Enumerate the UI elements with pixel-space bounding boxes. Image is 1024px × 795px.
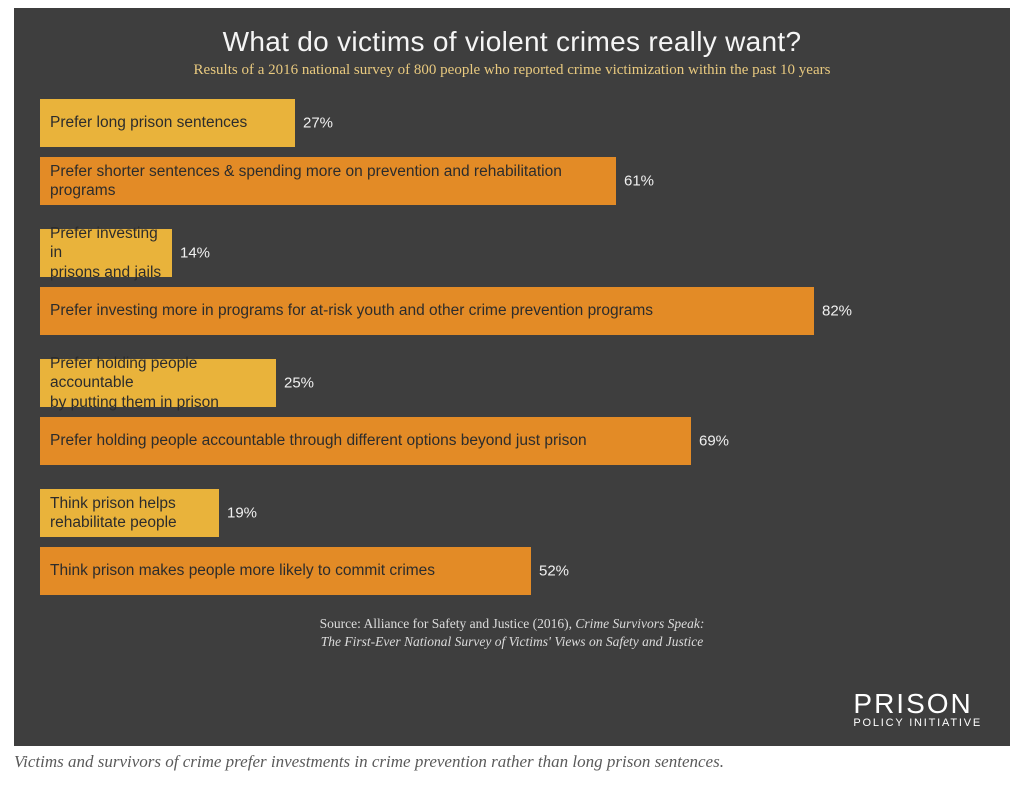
chart-title: What do victims of violent crimes really…: [40, 26, 984, 58]
bar-fill: Prefer holding people accountable throug…: [40, 417, 691, 465]
caption-text: Victims and survivors of crime prefer in…: [14, 752, 1010, 772]
org-logo: PRISON POLICY INITIATIVE: [853, 691, 982, 728]
chart-panel: What do victims of violent crimes really…: [14, 8, 1010, 746]
bar-group: Prefer holding people accountableby putt…: [40, 359, 984, 465]
chart-subtitle: Results of a 2016 national survey of 800…: [40, 62, 984, 79]
bar-label: Think prison makes people more likely to…: [50, 561, 435, 580]
bar-value: 52%: [539, 563, 569, 580]
bar-value: 27%: [303, 115, 333, 132]
source-italic-2: The First-Ever National Survey of Victim…: [321, 634, 704, 649]
bar-value: 69%: [699, 433, 729, 450]
bar-fill: Prefer investing inprisons and jails: [40, 229, 172, 277]
bar-label: Prefer holding people accountable throug…: [50, 431, 587, 450]
bar-label: Prefer investing more in programs for at…: [50, 301, 653, 320]
bar-label: Think prison helpsrehabilitate people: [50, 494, 177, 533]
bar-row: Prefer investing inprisons and jails 14%: [40, 229, 984, 277]
source-italic-1: Crime Survivors Speak:: [575, 616, 704, 631]
bar-value: 14%: [180, 245, 210, 262]
bar-fill: Think prison makes people more likely to…: [40, 547, 531, 595]
logo-small: POLICY INITIATIVE: [853, 718, 982, 728]
source-text: Source: Alliance for Safety and Justice …: [320, 616, 576, 631]
bar-row: Think prison helpsrehabilitate people 19%: [40, 489, 984, 537]
bar-value: 61%: [624, 173, 654, 190]
bar-value: 19%: [227, 505, 257, 522]
bar-value: 82%: [822, 303, 852, 320]
bar-value: 25%: [284, 375, 314, 392]
bar-row: Prefer investing more in programs for at…: [40, 287, 984, 335]
bar-fill: Prefer shorter sentences & spending more…: [40, 157, 616, 205]
bar-row: Prefer holding people accountableby putt…: [40, 359, 984, 407]
bar-label: Prefer holding people accountableby putt…: [50, 354, 266, 412]
bars-area: Prefer long prison sentences 27% Prefer sh…: [40, 99, 984, 595]
bar-row: Prefer long prison sentences 27%: [40, 99, 984, 147]
logo-big: PRISON: [853, 691, 982, 718]
bar-fill: Prefer holding people accountableby putt…: [40, 359, 276, 407]
bar-fill: Prefer long prison sentences: [40, 99, 295, 147]
bar-row: Think prison makes people more likely to…: [40, 547, 984, 595]
source-citation: Source: Alliance for Safety and Justice …: [40, 615, 984, 651]
bar-group: Think prison helpsrehabilitate people 19%…: [40, 489, 984, 595]
bar-fill: Prefer investing more in programs for at…: [40, 287, 814, 335]
bar-row: Prefer holding people accountable throug…: [40, 417, 984, 465]
bar-label: Prefer investing inprisons and jails: [50, 224, 162, 282]
bar-label: Prefer shorter sentences & spending more…: [50, 162, 606, 201]
bar-row: Prefer shorter sentences & spending more…: [40, 157, 984, 205]
bar-group: Prefer investing inprisons and jails14%P…: [40, 229, 984, 335]
bar-group: Prefer long prison sentences 27% Prefer sh…: [40, 99, 984, 205]
bar-fill: Think prison helpsrehabilitate people: [40, 489, 219, 537]
bar-label: Prefer long prison sentences: [50, 113, 247, 132]
